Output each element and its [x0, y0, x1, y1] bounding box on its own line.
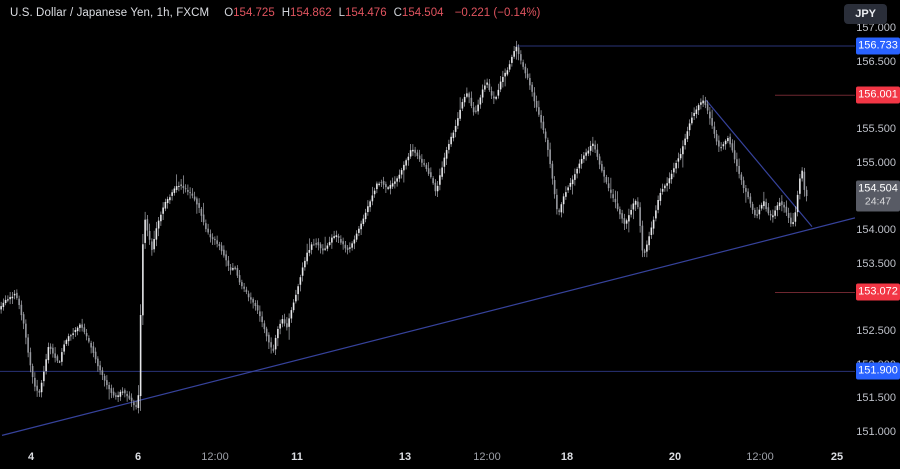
price-tick-label: 151.000	[856, 426, 896, 438]
bar-countdown: 24:47	[864, 195, 892, 208]
price-level-badge[interactable]: 153.072	[856, 283, 900, 301]
open-value: 154.725	[233, 7, 275, 19]
currency-badge-button[interactable]: JPY	[844, 4, 887, 24]
price-tick-label: 157.000	[856, 22, 896, 34]
price-level-badge[interactable]: 156.733	[856, 37, 900, 55]
price-axis[interactable]: 157.000 156.500 155.500 155.000 154.000 153.5…	[855, 0, 900, 445]
candlestick-chart-svg[interactable]	[0, 0, 855, 445]
time-tick-label: 25	[830, 451, 844, 463]
time-axis[interactable]: 4 6 12:00 11 13 12:00 18 20 12:00 25	[0, 445, 900, 469]
symbol-title[interactable]: U.S. Dollar / Japanese Yen, 1h, FXCM	[10, 7, 210, 19]
time-tick-label: 12:00	[746, 451, 774, 463]
trendline[interactable]	[1, 217, 855, 436]
close-label: C	[393, 7, 402, 19]
price-tick-label: 151.500	[856, 392, 896, 405]
price-level-badge[interactable]: 151.900	[856, 362, 900, 380]
time-tick-label: 20	[668, 451, 682, 463]
level-lines-layer	[0, 45, 855, 372]
time-tick-label: 18	[560, 451, 574, 463]
time-tick-label: 12:00	[201, 451, 229, 463]
price-tick-label: 154.000	[856, 224, 896, 236]
price-tick-label: 152.500	[856, 325, 896, 337]
time-tick-label: 11	[291, 451, 303, 463]
price-tick-label: 155.000	[856, 156, 896, 169]
price-level-badge[interactable]: 156.001	[856, 86, 900, 104]
trendlines-layer[interactable]	[1, 99, 855, 436]
ohlc-readout: O154.725 H154.862 L154.476 C154.504	[217, 7, 443, 19]
time-tick-label: 6	[134, 451, 142, 463]
price-tick-label: 155.500	[856, 123, 896, 135]
low-value: 154.476	[345, 7, 387, 19]
change-value: −0.221 (−0.14%)	[454, 7, 541, 19]
time-tick-label: 12:00	[473, 451, 501, 463]
open-label: O	[224, 7, 234, 19]
symbol-legend: U.S. Dollar / Japanese Yen, 1h, FXCM O154…	[10, 7, 540, 19]
high-label: H	[281, 7, 291, 19]
trendline[interactable]	[705, 99, 813, 228]
price-tick-label: 153.500	[856, 257, 896, 270]
chart-plot-area[interactable]	[0, 0, 855, 445]
candles-layer	[0, 40, 808, 414]
high-value: 154.862	[290, 7, 332, 19]
price-tick-label: 156.500	[856, 55, 896, 68]
time-tick-label: 13	[398, 451, 412, 463]
last-price-badge[interactable]: 154.504 24:47	[856, 180, 900, 212]
time-tick-label: 4	[27, 451, 35, 463]
low-label: L	[338, 7, 346, 19]
close-value: 154.504	[401, 7, 444, 19]
